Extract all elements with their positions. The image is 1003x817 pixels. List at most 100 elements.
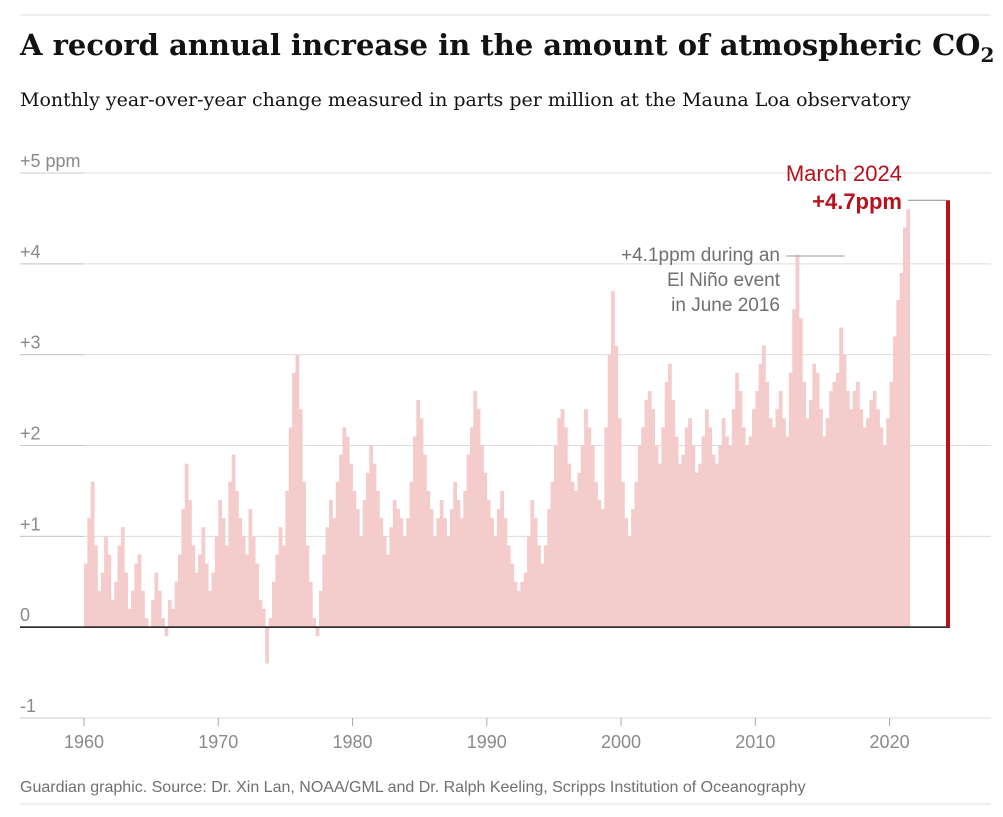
- bar: [866, 418, 870, 628]
- bar: [470, 427, 474, 628]
- bar: [302, 481, 306, 628]
- bar: [208, 590, 212, 628]
- bar: [184, 463, 189, 628]
- bar: [684, 427, 689, 628]
- bar: [741, 427, 746, 628]
- annotation-march-2024: March 2024 +4.7ppm: [786, 161, 946, 214]
- bar: [255, 563, 259, 628]
- bar: [600, 509, 605, 628]
- bar: [214, 536, 219, 628]
- bar: [886, 418, 890, 628]
- bar: [339, 454, 343, 628]
- bar: [751, 409, 756, 628]
- bar: [130, 590, 135, 628]
- bar: [641, 427, 645, 628]
- bar: [466, 454, 471, 628]
- bar: [634, 481, 639, 628]
- bar: [805, 418, 810, 628]
- chart-title-main: A record annual increase in the amount o…: [19, 28, 980, 62]
- bar: [879, 427, 884, 628]
- bar: [238, 518, 243, 628]
- bar: [563, 427, 568, 628]
- bar: [399, 518, 404, 628]
- bar: [762, 345, 766, 628]
- highlight-label-value: +4.7ppm: [812, 189, 902, 214]
- bar: [661, 427, 666, 628]
- bar: [809, 400, 813, 628]
- bar: [406, 518, 410, 628]
- bar: [869, 400, 874, 628]
- bar: [748, 436, 753, 628]
- bar: [795, 254, 800, 628]
- bar: [483, 472, 488, 628]
- bar: [292, 372, 296, 628]
- bar: [342, 427, 347, 628]
- bar: [557, 418, 562, 628]
- bar: [517, 590, 521, 628]
- bar: [852, 391, 857, 628]
- bar: [315, 627, 320, 637]
- bar: [832, 381, 837, 628]
- bar: [396, 509, 400, 628]
- bar: [376, 490, 380, 628]
- bar: [188, 500, 192, 628]
- chart-title: A record annual increase in the amount o…: [19, 28, 994, 67]
- bar: [439, 500, 444, 628]
- bar: [745, 445, 750, 628]
- bar: [906, 209, 911, 628]
- y-tick-label: +4: [20, 242, 41, 262]
- bar: [218, 500, 223, 628]
- bar: [285, 490, 290, 628]
- bar: [651, 409, 656, 628]
- bar: [647, 391, 652, 628]
- bar: [584, 409, 588, 628]
- bar: [295, 354, 300, 628]
- bar: [543, 545, 548, 628]
- x-tick-label: 2010: [735, 732, 775, 752]
- bar: [859, 409, 864, 628]
- bar: [349, 463, 353, 628]
- bar: [245, 554, 249, 628]
- bar: [788, 372, 793, 628]
- bar: [224, 545, 229, 628]
- bar: [84, 563, 88, 628]
- bar: [124, 572, 129, 628]
- bar: [798, 318, 803, 628]
- x-tick-label: 2020: [870, 732, 910, 752]
- x-tick-label: 1970: [198, 732, 238, 752]
- bar: [335, 481, 340, 628]
- bar: [758, 363, 763, 628]
- bar: [587, 427, 592, 628]
- bar: [191, 545, 196, 628]
- bar: [644, 400, 649, 628]
- bar: [476, 409, 481, 628]
- bar-series: [84, 209, 911, 664]
- bar: [513, 581, 518, 628]
- bar: [778, 391, 783, 628]
- bar: [765, 381, 770, 628]
- bar: [580, 445, 585, 628]
- bar: [114, 581, 118, 628]
- annotation-2016-line-1: +4.1ppm during an: [621, 245, 780, 266]
- bar: [735, 372, 739, 628]
- x-axis-labels: 1960 1970 1980 1990 2000 2010 2020: [64, 718, 910, 752]
- bar: [688, 418, 692, 628]
- bar: [167, 599, 172, 628]
- bar: [520, 581, 525, 628]
- bar: [486, 500, 491, 628]
- bar: [288, 427, 293, 628]
- bar: [597, 500, 602, 628]
- bar: [194, 572, 199, 628]
- bar: [386, 554, 390, 628]
- bar: [654, 445, 659, 628]
- bar: [604, 427, 609, 628]
- y-tick-label: -1: [20, 696, 36, 716]
- bar: [553, 445, 558, 628]
- bar: [436, 518, 441, 628]
- bar: [221, 518, 226, 628]
- bar: [278, 527, 283, 628]
- highlight-bar: [946, 200, 950, 628]
- bar: [772, 427, 776, 628]
- bar: [271, 581, 276, 628]
